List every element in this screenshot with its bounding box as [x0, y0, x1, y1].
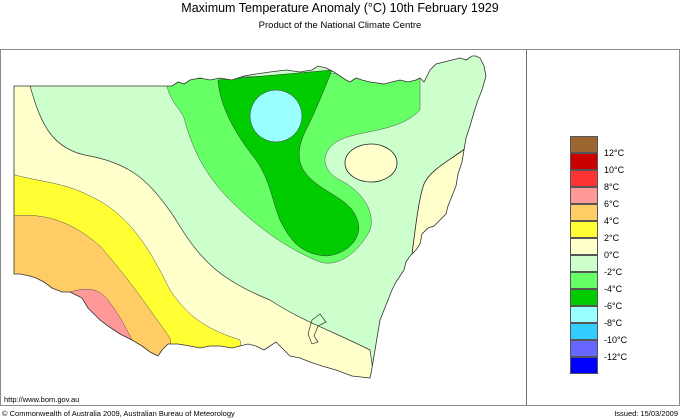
legend-swatch [570, 272, 598, 289]
legend-label: 8°C [604, 182, 620, 192]
legend-label: -6°C [604, 301, 623, 311]
legend-label: -4°C [604, 284, 623, 294]
legend-label: 12°C [604, 148, 625, 158]
legend-swatch [570, 170, 598, 187]
legend-label: -8°C [604, 318, 623, 328]
legend-swatch [570, 255, 598, 272]
legend-swatch [570, 357, 598, 374]
legend-swatch [570, 340, 598, 357]
copyright-notice: © Commonwealth of Australia 2009, Austra… [2, 409, 235, 418]
bom-url-link[interactable]: http://www.bom.gov.au [4, 395, 80, 404]
temperature-anomaly-map [13, 55, 487, 379]
legend-swatch [570, 221, 598, 238]
legend-label: 2°C [604, 233, 620, 243]
legend-label: -2°C [604, 267, 623, 277]
legend-label: 6°C [604, 199, 620, 209]
legend-swatch [570, 306, 598, 323]
legend-swatch [570, 204, 598, 221]
legend-swatch [570, 238, 598, 255]
map-subtitle: Product of the National Climate Centre [258, 20, 422, 31]
legend-divider [526, 50, 527, 405]
legend-label: -12°C [604, 352, 628, 362]
legend-label: -10°C [604, 335, 628, 345]
legend-label: 4°C [604, 216, 620, 226]
map-title: Maximum Temperature Anomaly (°C) 10th Fe… [181, 1, 499, 15]
legend-swatch [570, 153, 598, 170]
legend-swatch [570, 323, 598, 340]
issued-date: Issued: 15/03/2009 [614, 409, 678, 418]
legend-swatch [570, 187, 598, 204]
legend-label: 0°C [604, 250, 620, 260]
legend-label: 10°C [604, 165, 625, 175]
legend-swatch [570, 136, 598, 153]
legend-swatch [570, 289, 598, 306]
